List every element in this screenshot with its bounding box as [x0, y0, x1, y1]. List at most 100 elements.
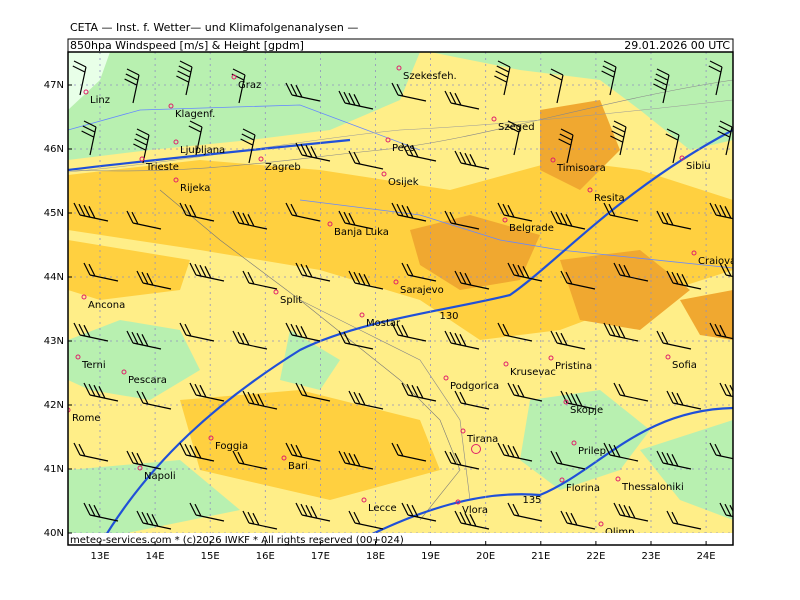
wind-barb: [232, 450, 268, 470]
map-frame: [67, 51, 734, 546]
wind-barb: [348, 390, 384, 410]
wind-barb: [285, 442, 321, 462]
wind-barb: [391, 202, 427, 222]
city-marker: [503, 361, 509, 367]
city-marker: [691, 250, 697, 256]
city-label: Ljubljana: [180, 145, 225, 156]
wind-barb: [348, 150, 384, 170]
wind-barb: [176, 60, 193, 96]
wind-barb: [73, 322, 109, 342]
wind-barb: [653, 68, 670, 104]
wind-barb: [550, 210, 586, 230]
city-label: Banja Luka: [334, 227, 389, 238]
wind-barb: [601, 60, 617, 96]
wind-barb: [666, 390, 702, 410]
wind-barb: [83, 502, 119, 522]
wind-barb: [285, 322, 321, 342]
wind-barb: [717, 120, 733, 156]
city-label: Osijek: [388, 177, 419, 188]
wind-barb: [454, 270, 490, 290]
wind-barb: [401, 502, 437, 522]
wind-barb: [656, 330, 692, 350]
wind-barb: [497, 202, 533, 222]
city-marker: [208, 435, 214, 441]
wind-barb: [560, 270, 596, 290]
lon-label: 17E: [311, 551, 330, 562]
lon-label: 15E: [201, 551, 220, 562]
city-label: Zagreb: [265, 162, 301, 173]
axes: 47N 46N 45N 44N 43N 42N 41N 40N 13E 14E 15E 16E 17E 1…: [44, 80, 716, 562]
city-marker: [393, 279, 399, 285]
wind-barb: [401, 142, 437, 162]
city-marker: [396, 65, 402, 71]
lat-label: 45N: [44, 208, 64, 219]
footer: meteo-services.com * (c)2026 IWKF * All …: [70, 535, 404, 546]
city-label: Szekesfeh.: [403, 71, 457, 82]
city-marker: [571, 440, 577, 446]
wind-barb: [708, 60, 723, 96]
lat-label: 44N: [44, 272, 64, 283]
wind-barb: [444, 90, 480, 110]
lat-label: 43N: [44, 336, 64, 347]
wind-barb: [136, 270, 172, 290]
wind-barb: [136, 390, 172, 410]
city-label: Ancona: [88, 300, 125, 311]
lon-label: 21E: [531, 551, 550, 562]
capital-marker: [471, 444, 481, 454]
city-label: Mostar: [366, 318, 401, 329]
wind-barb: [444, 450, 480, 470]
lon-label: 23E: [641, 551, 660, 562]
wind-barb: [494, 60, 511, 96]
wind-barb: [507, 382, 543, 402]
city-label: Pecs: [392, 143, 415, 154]
city-label: Terni: [81, 360, 106, 371]
city-marker: [231, 74, 237, 80]
city-marker: [679, 155, 685, 161]
lat-label: 40N: [44, 528, 64, 539]
city-label: Belgrade: [509, 223, 554, 234]
wind-barb: [126, 330, 162, 350]
city-marker: [137, 465, 143, 471]
wind-barb: [391, 322, 427, 342]
wind-barb: [391, 82, 427, 102]
lon-label: 14E: [146, 551, 165, 562]
city-marker: [548, 355, 554, 361]
city-label: Foggia: [215, 441, 248, 452]
city-marker: [455, 499, 461, 505]
wind-barb: [232, 330, 268, 350]
wind-barb: [656, 210, 692, 230]
wind-barb: [719, 502, 733, 518]
city-marker: [598, 521, 604, 527]
parameter-title: 850hpa Windspeed [m/s] & Height [gpdm]: [70, 39, 304, 52]
wind-barb: [188, 120, 203, 156]
lat-label: 41N: [44, 464, 64, 475]
wind-barb: [454, 390, 490, 410]
wind-barb: [240, 128, 256, 164]
wind-barb: [295, 502, 331, 522]
city-label: Skopje: [570, 405, 603, 416]
wind-barb: [242, 390, 278, 410]
wind-barb: [348, 510, 384, 530]
wind-barb: [666, 270, 702, 290]
wind-barb: [550, 330, 586, 350]
lon-label: 24E: [697, 551, 716, 562]
wind-barb: [83, 262, 119, 282]
wind-barb: [665, 128, 680, 164]
city-label: Linz: [90, 95, 110, 106]
city-label: Klagenf.: [175, 109, 215, 120]
city-label: Timisoara: [556, 163, 606, 174]
city-marker: [81, 294, 87, 300]
city-label: Sarajevo: [400, 285, 444, 296]
wind-barb: [560, 510, 596, 530]
source-title: CETA — Inst. f. Wetter— und Klimafolgena…: [70, 21, 358, 34]
wind-barb: [189, 262, 225, 282]
wind-barb: [549, 68, 564, 104]
wind-barbs: [72, 60, 733, 530]
city-label: Olimp: [605, 527, 635, 538]
city-label: Vlora: [462, 505, 488, 516]
wind-barb: [295, 382, 331, 402]
wind-barb: [189, 502, 225, 522]
wind-barb: [497, 442, 533, 462]
wind-barb: [338, 450, 374, 470]
